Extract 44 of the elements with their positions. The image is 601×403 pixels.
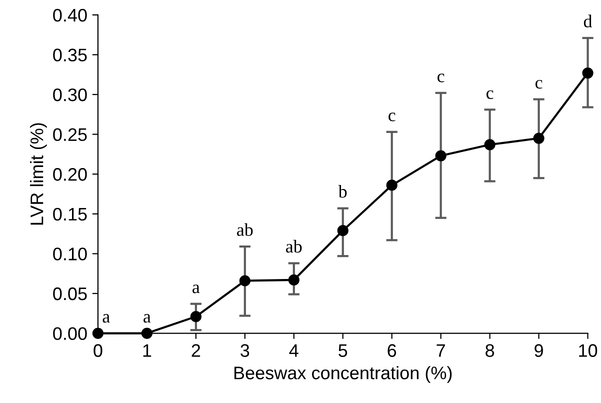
point (190, 311, 202, 322)
x-tick-label: 1 (143, 344, 152, 357)
x-tick-label: 6 (388, 344, 396, 357)
x-tick-label: 7 (436, 344, 445, 357)
point (141, 328, 152, 339)
point (484, 139, 496, 150)
y-tick-label: 0.30 (53, 88, 87, 102)
annotation: ab (237, 223, 253, 236)
point (582, 67, 594, 79)
y-axis-title: LVR limit (%) (30, 123, 47, 225)
x-tick-label: 5 (338, 344, 348, 357)
x-tick-label: 4 (289, 344, 298, 357)
annotation: c (535, 80, 542, 89)
y-tick-label: 0.35 (53, 48, 87, 62)
point (533, 132, 544, 144)
x-tick-label: 2 (192, 344, 200, 357)
x-tick-label: 9 (534, 344, 543, 357)
y-tick-label: 0.25 (53, 128, 87, 142)
point (386, 180, 398, 191)
x-tick-label: 10 (579, 344, 598, 357)
annotation: ab (286, 240, 302, 253)
annotation: a (144, 314, 151, 323)
x-tick-label: 3 (240, 344, 250, 357)
y-tick-label: 0.10 (53, 248, 87, 260)
annotation: c (486, 90, 494, 100)
annotation: c (388, 112, 396, 122)
y-tick-label: 0.20 (53, 168, 87, 181)
y-tick-label: 0.15 (53, 208, 87, 221)
point (337, 225, 348, 236)
annotation: a (192, 284, 200, 294)
x-tick-label: 8 (486, 344, 494, 357)
x-axis-title: Beeswax concentration (%) (234, 366, 452, 383)
annotation: a (102, 314, 110, 323)
point (435, 150, 446, 162)
point (92, 328, 104, 339)
annotation: c (438, 74, 444, 82)
point (288, 274, 300, 286)
point (239, 275, 250, 286)
y-tick-label: 0.40 (53, 8, 87, 22)
x-tick-label: 0 (94, 344, 102, 357)
annotation: b (338, 185, 347, 198)
y-tick-label: 0.05 (53, 287, 87, 300)
y-tick-label: 0.00 (53, 327, 87, 340)
annotation: d (584, 14, 592, 28)
